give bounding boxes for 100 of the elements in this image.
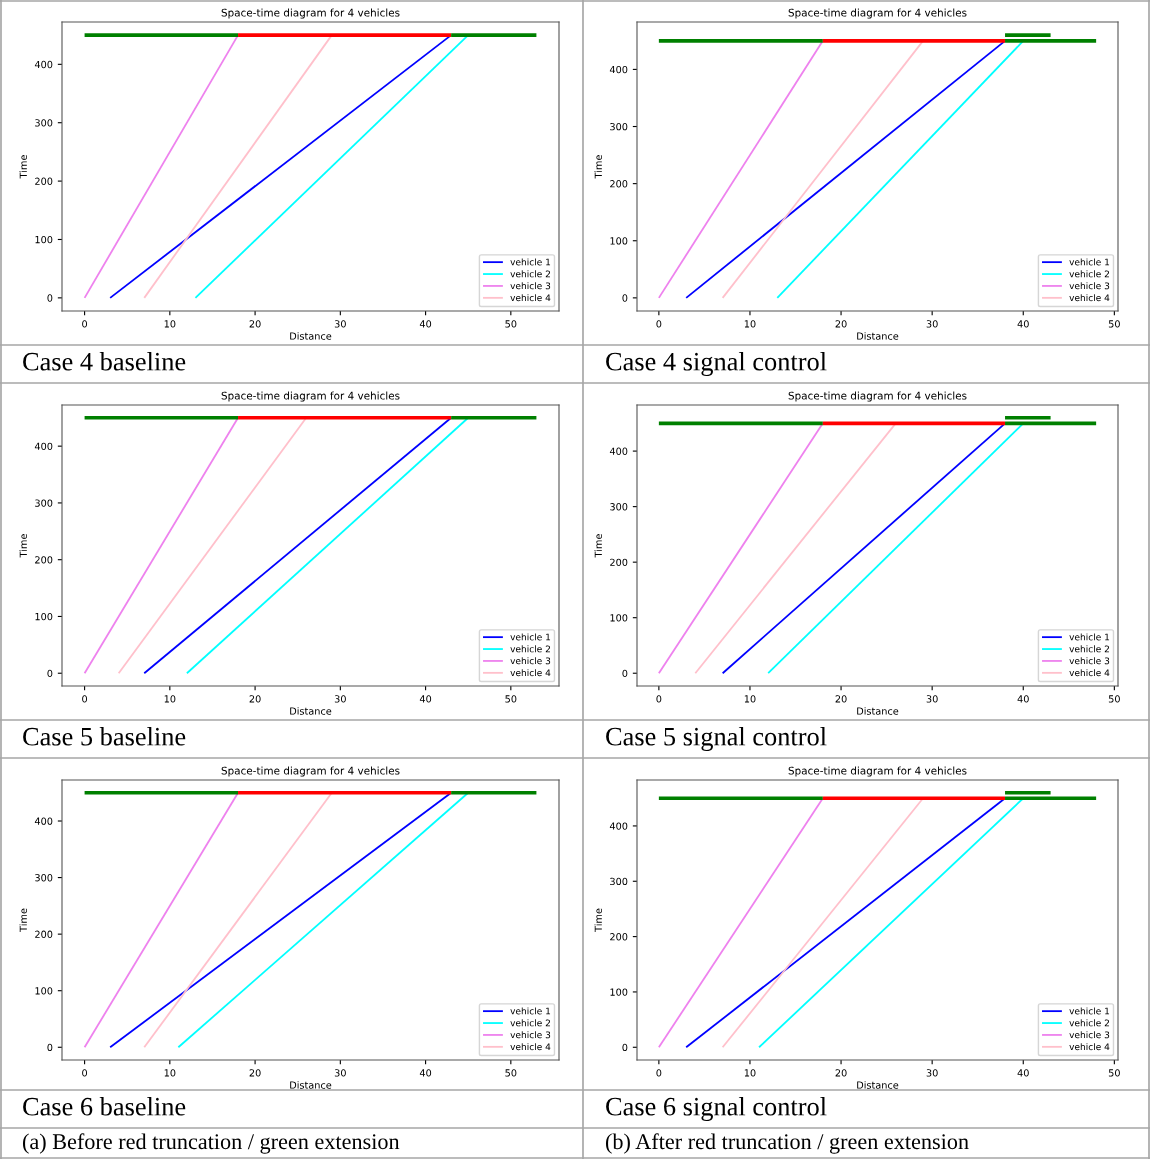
- legend-label: vehicle 3: [1069, 1031, 1110, 1039]
- x-tick-label: 50: [505, 320, 517, 328]
- x-axis-title: Distance: [290, 707, 332, 715]
- y-tick-label: 200: [610, 180, 628, 188]
- y-tick-label: 400: [609, 447, 628, 455]
- y-axis-title: Time: [594, 908, 602, 932]
- chart-title: Space-time diagram for 4 vehicles: [221, 766, 400, 777]
- x-tick-label: 50: [505, 695, 517, 703]
- text: Case 6 baseline: [23, 1097, 186, 1116]
- legend-label: vehicle 1: [510, 1007, 551, 1015]
- legend-label: vehicle 4: [1069, 1043, 1110, 1051]
- x-tick-label: 10: [744, 320, 756, 328]
- x-tick-label: 0: [82, 1069, 88, 1077]
- x-tick-label: 30: [926, 320, 938, 328]
- x-tick-label: 40: [1017, 320, 1029, 328]
- y-axis-title: Time: [594, 155, 602, 179]
- y-tick-label: 300: [35, 119, 53, 127]
- x-tick-label: 0: [656, 320, 662, 328]
- x-tick-label: 20: [835, 1069, 847, 1077]
- x-tick-label: 30: [926, 695, 938, 703]
- legend-label: vehicle 4: [1069, 294, 1110, 302]
- x-tick-label: 0: [656, 695, 662, 703]
- x-axis-title: Distance: [290, 332, 332, 340]
- legend-label: vehicle 4: [1069, 669, 1110, 677]
- y-axis-title: Time: [19, 155, 27, 179]
- y-tick-label: 0: [47, 1043, 53, 1052]
- y-tick-label: 100: [35, 235, 53, 244]
- legend-label: vehicle 2: [1069, 1019, 1109, 1027]
- legend-label: vehicle 3: [1069, 282, 1110, 290]
- y-tick-label: 200: [35, 930, 53, 938]
- chart-title: Space-time diagram for 4 vehicles: [221, 8, 400, 19]
- x-tick-label: 40: [419, 320, 432, 328]
- text: (a) Before red truncation / green extension: [22, 1133, 400, 1154]
- legend-label: vehicle 2: [1069, 270, 1109, 278]
- y-tick-label: 0: [622, 669, 628, 678]
- y-tick-label: 300: [610, 123, 628, 131]
- x-tick-label: 10: [164, 320, 176, 328]
- legend-label: vehicle 4: [510, 1043, 551, 1051]
- chart-title: Space-time diagram for 4 vehicles: [788, 391, 967, 402]
- y-tick-label: 400: [609, 822, 628, 830]
- legend-label: vehicle 1: [1069, 1007, 1110, 1015]
- x-tick-label: 30: [334, 1069, 346, 1077]
- y-tick-label: 0: [622, 294, 628, 302]
- y-tick-label: 0: [47, 294, 53, 302]
- x-tick-label: 50: [505, 1069, 517, 1077]
- legend-label: vehicle 1: [1069, 633, 1110, 641]
- y-tick-label: 300: [35, 499, 53, 507]
- x-tick-label: 50: [1108, 1069, 1120, 1077]
- x-tick-label: 40: [419, 1069, 432, 1077]
- y-tick-label: 0: [622, 1043, 628, 1052]
- y-axis-title: Time: [19, 534, 27, 558]
- x-axis-title: Distance: [290, 1081, 332, 1089]
- y-tick-label: 300: [610, 503, 628, 511]
- x-tick-label: 30: [334, 695, 346, 703]
- x-tick-label: 40: [1017, 695, 1029, 703]
- x-tick-label: 20: [835, 695, 847, 703]
- chart-title: Space-time diagram for 4 vehicles: [788, 8, 967, 19]
- text: (b) After red truncation / green extension: [605, 1133, 969, 1154]
- legend-label: vehicle 2: [510, 645, 550, 653]
- x-tick-label: 40: [1017, 1069, 1029, 1077]
- legend-label: vehicle 2: [510, 270, 550, 278]
- y-tick-label: 200: [610, 933, 628, 941]
- text: Case 5 baseline: [23, 727, 186, 746]
- text: Case 6 signal control: [606, 1097, 827, 1121]
- y-tick-label: 400: [609, 65, 628, 74]
- legend-label: vehicle 2: [510, 1019, 550, 1027]
- x-tick-label: 20: [835, 320, 847, 328]
- y-tick-label: 100: [610, 988, 628, 996]
- x-tick-label: 20: [249, 1069, 261, 1077]
- legend-label: vehicle 3: [510, 1031, 551, 1039]
- y-tick-label: 100: [610, 237, 628, 245]
- x-tick-label: 50: [1108, 695, 1120, 703]
- legend-label: vehicle 3: [510, 282, 551, 290]
- x-tick-label: 10: [164, 695, 176, 703]
- x-tick-label: 10: [744, 1069, 756, 1077]
- text: Case 5 signal control: [606, 727, 827, 751]
- chart-title: Space-time diagram for 4 vehicles: [221, 391, 400, 402]
- y-tick-label: 400: [34, 442, 53, 450]
- legend-label: vehicle 1: [510, 258, 551, 266]
- x-tick-label: 10: [164, 1069, 176, 1077]
- legend-label: vehicle 3: [1069, 657, 1110, 665]
- y-tick-label: 0: [47, 669, 53, 678]
- x-axis-title: Distance: [857, 332, 899, 340]
- legend-label: vehicle 3: [510, 657, 551, 665]
- x-tick-label: 0: [82, 320, 88, 328]
- y-tick-label: 300: [35, 874, 53, 882]
- x-tick-label: 30: [334, 320, 346, 328]
- x-tick-label: 40: [419, 695, 432, 703]
- legend-label: vehicle 1: [510, 633, 551, 641]
- y-tick-label: 200: [35, 556, 53, 564]
- x-tick-label: 50: [1108, 320, 1120, 328]
- y-tick-label: 100: [35, 987, 53, 995]
- x-tick-label: 0: [656, 1069, 662, 1077]
- x-axis-title: Distance: [857, 1081, 899, 1089]
- y-tick-label: 100: [610, 614, 628, 622]
- y-tick-label: 400: [34, 817, 53, 825]
- chart-title: Space-time diagram for 4 vehicles: [788, 766, 967, 777]
- x-tick-label: 10: [744, 695, 756, 703]
- y-tick-label: 300: [610, 877, 628, 886]
- x-tick-label: 20: [249, 320, 261, 328]
